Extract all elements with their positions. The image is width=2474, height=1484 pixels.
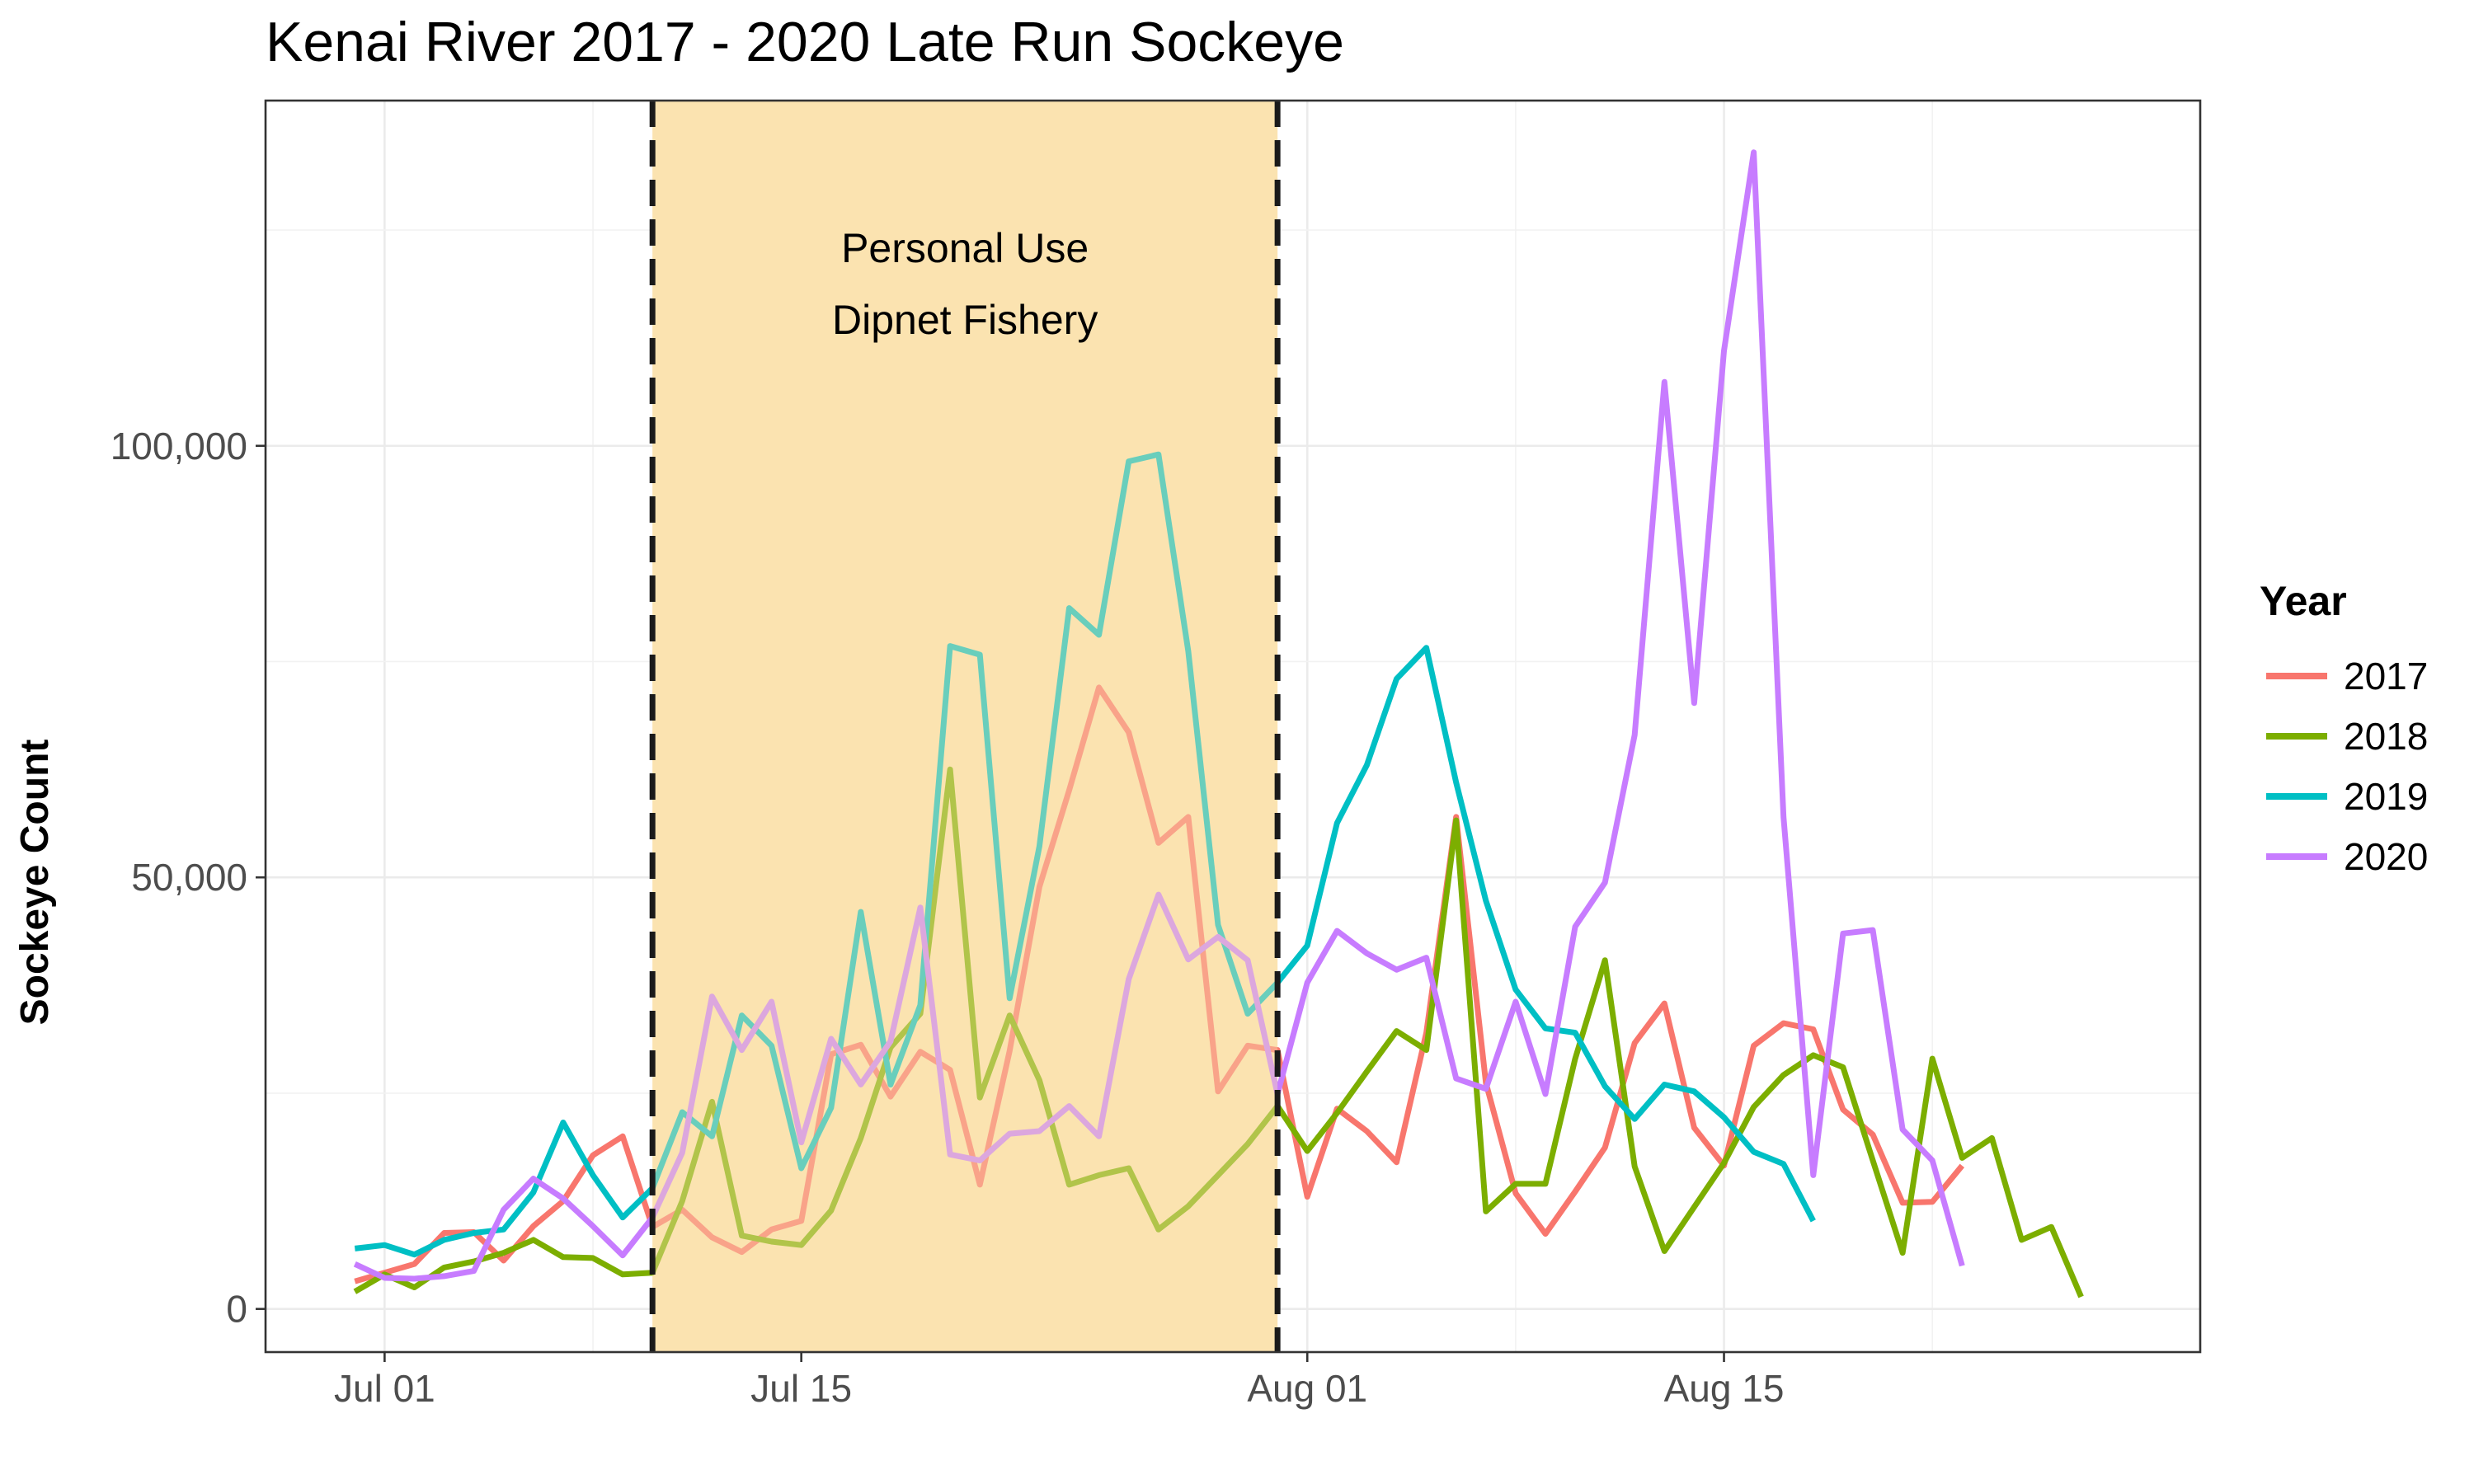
x-tick-label: Aug 15 bbox=[1664, 1367, 1785, 1410]
y-tick-label: 50,000 bbox=[131, 856, 247, 899]
series-line-2020 bbox=[353, 149, 1965, 1282]
dipnet-fishery-region bbox=[652, 101, 1278, 1352]
legend-label-2017: 2017 bbox=[2344, 655, 2428, 697]
legend-title: Year bbox=[2260, 578, 2347, 624]
plot-border bbox=[264, 99, 2202, 1354]
y-axis: 0 50,000 100,000 bbox=[111, 425, 266, 1331]
legend-label-2019: 2019 bbox=[2344, 775, 2428, 818]
legend: Year 2017 2018 2019 2020 bbox=[2260, 578, 2428, 878]
y-axis-title: Sockeye Count bbox=[13, 740, 57, 1026]
fishery-shaded-overlay bbox=[652, 101, 1278, 1352]
chart-title: Kenai River 2017 - 2020 Late Run Sockeye bbox=[266, 11, 1344, 73]
annotation-line-1: Personal Use bbox=[841, 225, 1089, 271]
annotation-line-2: Dipnet Fishery bbox=[832, 297, 1098, 343]
series-lines bbox=[353, 149, 2084, 1298]
x-axis: Jul 01 Jul 15 Aug 01 Aug 15 bbox=[334, 1352, 1784, 1410]
series-line-2018 bbox=[353, 766, 2084, 1298]
legend-label-2018: 2018 bbox=[2344, 715, 2428, 758]
x-tick-label: Jul 15 bbox=[750, 1367, 852, 1410]
fishery-boundary-lines bbox=[649, 101, 1281, 1352]
y-tick-label: 0 bbox=[226, 1288, 247, 1331]
series-line-2019 bbox=[354, 451, 1816, 1258]
y-tick-label: 100,000 bbox=[111, 425, 247, 467]
series-line-2017 bbox=[354, 684, 1965, 1284]
plot-panel-border bbox=[264, 99, 2202, 1354]
x-tick-label: Jul 01 bbox=[334, 1367, 435, 1410]
legend-label-2020: 2020 bbox=[2344, 835, 2428, 878]
fishery-annotation: Personal Use Dipnet Fishery bbox=[832, 225, 1098, 343]
x-tick-label: Aug 01 bbox=[1247, 1367, 1367, 1410]
fishery-shaded-rect bbox=[652, 101, 1278, 1352]
